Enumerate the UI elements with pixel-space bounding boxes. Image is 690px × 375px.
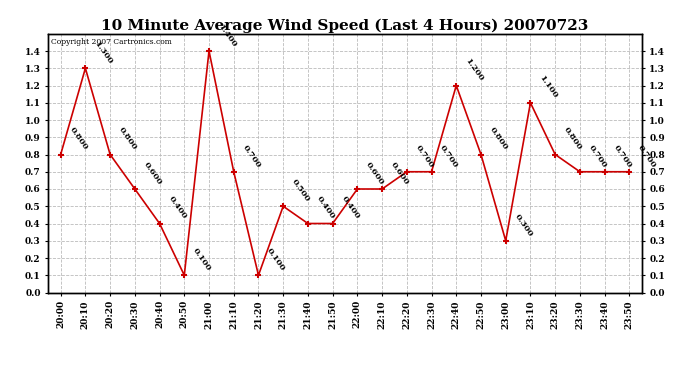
Text: 0.600: 0.600 xyxy=(141,160,164,186)
Text: 0.700: 0.700 xyxy=(438,143,460,169)
Text: 0.700: 0.700 xyxy=(241,143,262,169)
Text: 0.500: 0.500 xyxy=(290,178,311,204)
Text: 0.600: 0.600 xyxy=(389,160,411,186)
Text: 0.400: 0.400 xyxy=(315,195,336,221)
Text: 0.700: 0.700 xyxy=(636,143,658,169)
Text: 1.100: 1.100 xyxy=(538,74,559,100)
Text: 0.700: 0.700 xyxy=(414,143,435,169)
Text: 1.300: 1.300 xyxy=(92,40,114,66)
Text: 0.300: 0.300 xyxy=(513,212,534,238)
Text: Copyright 2007 Cartronics.com: Copyright 2007 Cartronics.com xyxy=(51,38,172,46)
Text: 0.800: 0.800 xyxy=(117,126,139,152)
Text: 1.400: 1.400 xyxy=(216,22,237,48)
Text: 0.800: 0.800 xyxy=(562,126,584,152)
Text: 1.200: 1.200 xyxy=(463,57,484,83)
Title: 10 Minute Average Wind Speed (Last 4 Hours) 20070723: 10 Minute Average Wind Speed (Last 4 Hou… xyxy=(101,18,589,33)
Text: 0.800: 0.800 xyxy=(488,126,509,152)
Text: 0.100: 0.100 xyxy=(266,247,287,273)
Text: 0.800: 0.800 xyxy=(68,126,89,152)
Text: 0.400: 0.400 xyxy=(166,195,188,221)
Text: 0.700: 0.700 xyxy=(611,143,633,169)
Text: 0.100: 0.100 xyxy=(191,247,213,273)
Text: 0.700: 0.700 xyxy=(586,143,609,169)
Text: 0.600: 0.600 xyxy=(364,160,386,186)
Text: 0.400: 0.400 xyxy=(339,195,361,221)
